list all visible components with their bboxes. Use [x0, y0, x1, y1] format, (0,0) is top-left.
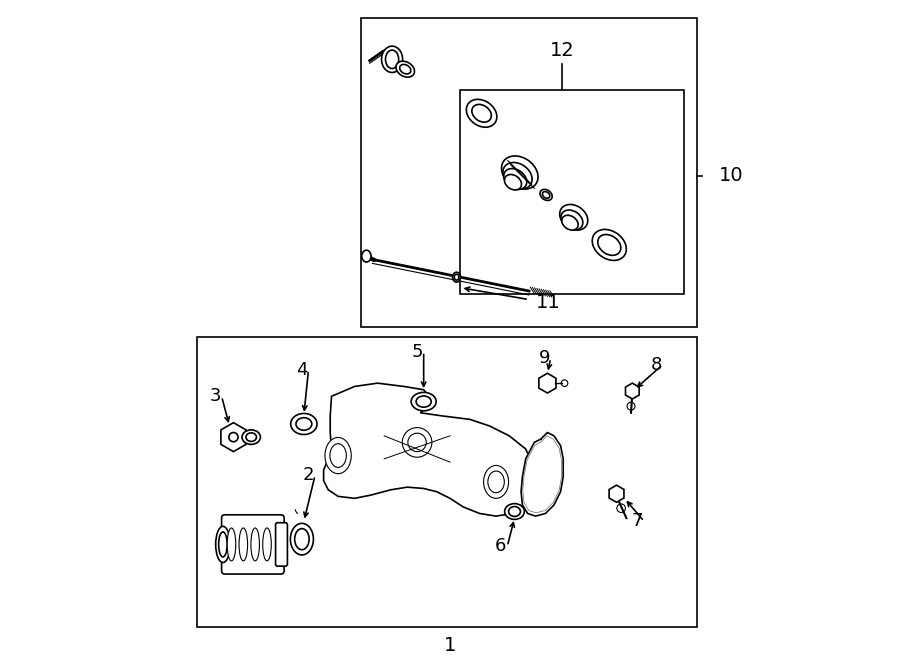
Ellipse shape — [472, 104, 491, 122]
Ellipse shape — [239, 528, 248, 561]
Ellipse shape — [263, 528, 271, 561]
Ellipse shape — [504, 175, 521, 190]
Ellipse shape — [562, 215, 578, 230]
Ellipse shape — [466, 99, 497, 127]
Text: 7: 7 — [632, 512, 644, 530]
Ellipse shape — [540, 189, 553, 200]
Ellipse shape — [454, 274, 459, 280]
Ellipse shape — [229, 432, 238, 442]
Ellipse shape — [543, 192, 550, 198]
Ellipse shape — [544, 381, 550, 386]
Ellipse shape — [411, 393, 436, 410]
Bar — [361, 18, 697, 327]
Bar — [196, 337, 697, 627]
Ellipse shape — [396, 61, 415, 77]
Bar — [460, 91, 684, 294]
Ellipse shape — [408, 433, 427, 451]
Ellipse shape — [382, 46, 402, 73]
Ellipse shape — [251, 528, 259, 561]
Ellipse shape — [561, 210, 583, 230]
Ellipse shape — [216, 526, 230, 563]
Ellipse shape — [402, 428, 432, 457]
Ellipse shape — [385, 50, 399, 69]
Ellipse shape — [400, 64, 410, 74]
Ellipse shape — [219, 532, 227, 557]
Ellipse shape — [246, 433, 256, 442]
Text: 8: 8 — [651, 356, 661, 373]
Ellipse shape — [296, 418, 311, 430]
Text: 3: 3 — [210, 387, 220, 405]
Ellipse shape — [362, 251, 371, 262]
Ellipse shape — [560, 204, 588, 230]
Text: 6: 6 — [495, 537, 507, 555]
PathPatch shape — [324, 383, 535, 516]
Ellipse shape — [505, 504, 525, 520]
Text: 5: 5 — [411, 342, 423, 360]
Ellipse shape — [598, 235, 621, 255]
Text: 4: 4 — [296, 361, 308, 379]
Ellipse shape — [453, 272, 461, 282]
Ellipse shape — [562, 380, 568, 387]
Ellipse shape — [294, 529, 309, 550]
Ellipse shape — [483, 465, 508, 498]
FancyBboxPatch shape — [275, 523, 287, 566]
Text: 12: 12 — [550, 41, 574, 60]
Text: 2: 2 — [302, 466, 314, 485]
Ellipse shape — [503, 163, 532, 189]
Ellipse shape — [504, 169, 526, 190]
Ellipse shape — [291, 524, 313, 555]
Ellipse shape — [416, 396, 431, 407]
Text: 10: 10 — [718, 167, 743, 185]
Ellipse shape — [291, 413, 317, 434]
Ellipse shape — [627, 403, 635, 410]
Ellipse shape — [616, 504, 625, 512]
Text: 9: 9 — [538, 349, 550, 367]
Ellipse shape — [227, 528, 236, 561]
FancyBboxPatch shape — [221, 515, 284, 574]
Ellipse shape — [242, 430, 260, 444]
Ellipse shape — [508, 506, 520, 516]
Text: 11: 11 — [536, 293, 561, 313]
Ellipse shape — [488, 471, 504, 492]
Ellipse shape — [501, 156, 538, 189]
Text: 1: 1 — [444, 636, 456, 654]
Polygon shape — [521, 432, 563, 516]
Ellipse shape — [325, 438, 351, 474]
Ellipse shape — [592, 229, 626, 260]
Ellipse shape — [330, 444, 346, 467]
